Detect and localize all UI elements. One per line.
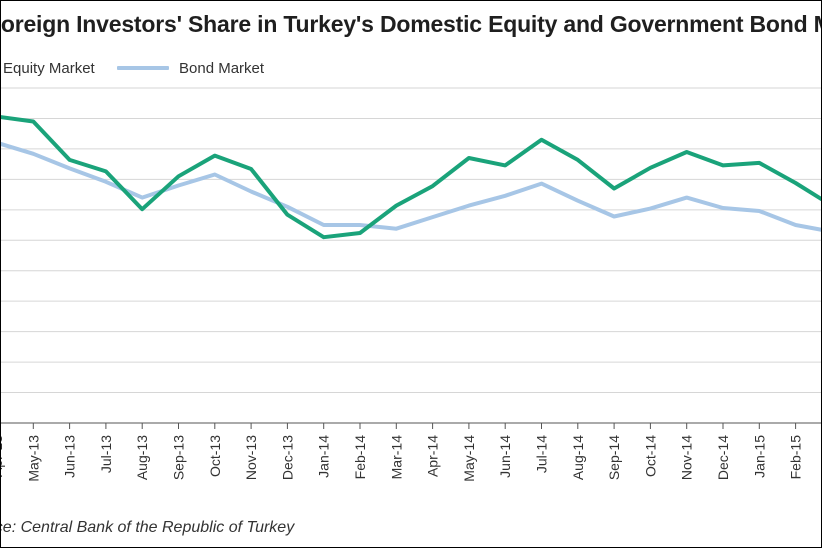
x-tick-label: Jan-15 <box>751 435 767 478</box>
x-tick-label: Aug-14 <box>570 435 586 480</box>
x-tick-label: Jul-14 <box>534 435 550 473</box>
legend-item-bond: Bond Market <box>117 58 264 78</box>
legend-label-bond: Bond Market <box>179 59 265 77</box>
x-tick-label: Nov-13 <box>243 435 259 480</box>
x-tick-label: Nov-14 <box>679 435 695 480</box>
x-tick-label: Jun-13 <box>62 435 78 478</box>
x-tick-label: Jan-14 <box>316 435 332 478</box>
x-tick-label: Oct-14 <box>642 435 658 477</box>
x-tick-label: Dec-14 <box>715 435 731 480</box>
legend-swatch-bond <box>117 66 169 70</box>
x-tick-label: Feb-14 <box>352 435 368 480</box>
source-note: Source: Central Bank of the Republic of … <box>1 519 295 536</box>
x-tick-label: May-14 <box>461 435 477 482</box>
x-tick-label: Jul-13 <box>98 435 114 473</box>
x-tick-label: Apr-13 <box>1 435 5 477</box>
x-tick-label: Jun-14 <box>497 435 513 478</box>
x-tick-label: Feb-15 <box>788 435 804 480</box>
x-tick-label: Dec-13 <box>279 435 295 480</box>
x-tick-label: Sep-14 <box>606 435 622 480</box>
series-line-bond <box>1 141 821 232</box>
x-tick-label: Sep-13 <box>171 435 187 480</box>
x-tick-label: Aug-13 <box>134 435 150 480</box>
x-tick-label: Mar-14 <box>388 435 404 480</box>
legend-item-equity: Equity Market <box>1 58 95 78</box>
series-line-equity <box>1 115 821 240</box>
legend-label-equity: Equity Market <box>3 59 95 77</box>
x-tick-label: Oct-13 <box>207 435 223 477</box>
chart-title: Foreign Investors' Share in Turkey's Dom… <box>0 11 822 37</box>
x-tick-label: Apr-14 <box>425 435 441 477</box>
x-tick-label: May-13 <box>25 435 41 482</box>
